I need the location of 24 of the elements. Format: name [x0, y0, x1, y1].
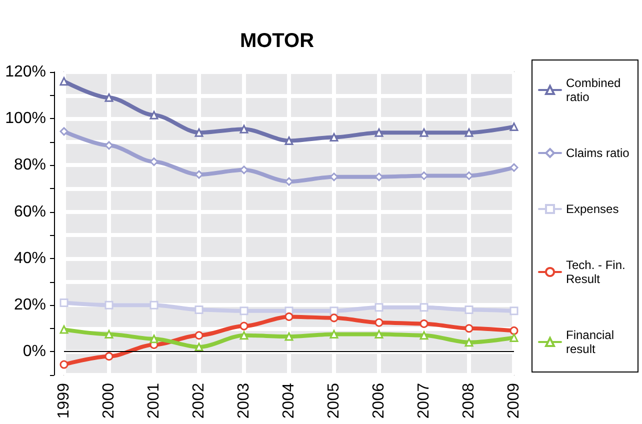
legend-label: Expenses [566, 202, 619, 216]
x-tick-label: 2002 [190, 382, 208, 419]
y-tick-label: 60% [14, 203, 46, 220]
y-tick-label: 80% [14, 156, 46, 174]
y-tick-label: 120% [5, 64, 46, 80]
chart-title: MOTOR [240, 30, 315, 52]
x-tick-label: 1999 [56, 382, 72, 419]
legend-label: Tech. - Fin. Result [566, 258, 629, 286]
x-tick-label: 2005 [326, 382, 342, 419]
x-tick-label: 2004 [280, 382, 298, 419]
legend-label: Combined ratio [566, 76, 624, 104]
legend-label: Financial result [566, 328, 618, 356]
x-tick-label: 2009 [506, 382, 522, 419]
x-tick-label: 2000 [100, 382, 118, 419]
y-tick-label: 100% [5, 110, 46, 128]
x-tick-label: 2006 [370, 382, 388, 419]
x-tick-label: 2007 [416, 382, 432, 419]
y-tick-label: 40% [14, 250, 46, 267]
x-tick-label: 2003 [236, 382, 252, 419]
legend-label: Claims ratio [566, 146, 630, 160]
x-tick-label: 2008 [460, 382, 478, 419]
y-tick-label: 0% [22, 343, 46, 360]
x-tick-label: 2001 [146, 382, 162, 419]
y-tick-label: 20% [14, 296, 46, 314]
